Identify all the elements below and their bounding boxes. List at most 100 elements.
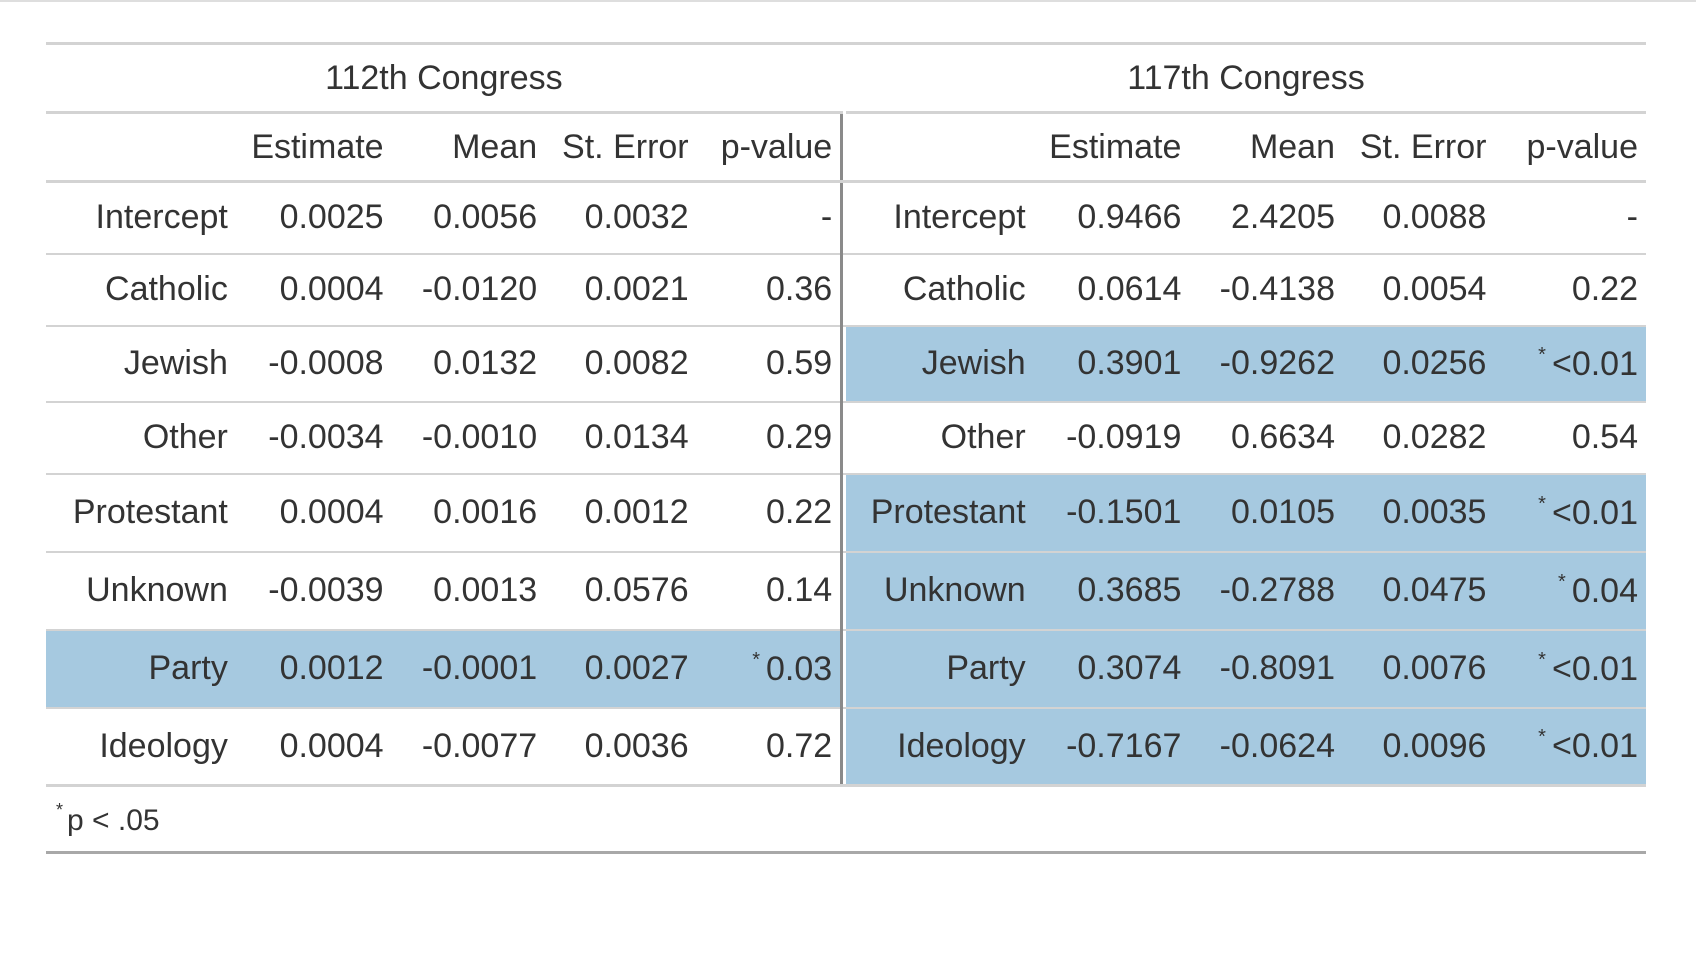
cell-estimate-112-value: 0.0025 (279, 198, 384, 237)
footnote-row: * p < .05 (46, 785, 1646, 854)
cell-mean-112-value: 0.0013 (433, 571, 538, 609)
row-label-117: Ideology (845, 707, 1034, 787)
row-label-112: Jewish (46, 325, 236, 403)
cell-gap (841, 473, 846, 553)
cell-se-117: 0.0282 (1343, 401, 1495, 475)
cell-se-117-value: 0.0282 (1382, 418, 1487, 456)
cell-mean-117: 2.4205 (1189, 181, 1343, 255)
cell-mean-112: -0.0010 (391, 401, 546, 475)
cell-estimate-112: 0.0004 (235, 253, 392, 327)
cell-estimate-117: -0.1501 (1033, 473, 1190, 553)
significance-star: * (1558, 570, 1566, 593)
cell-pvalue-112: 0.59 (696, 325, 844, 403)
col-header-estimate-117: Estimate (1033, 112, 1190, 183)
cell-pvalue-117-value: 0.54 (1571, 418, 1638, 456)
cell-estimate-112: 0.0025 (235, 181, 392, 255)
col-header-pvalue-112: p-value (696, 112, 844, 183)
cell-estimate-117: 0.9466 (1033, 181, 1190, 255)
cell-estimate-112-value: 0.0004 (279, 726, 384, 765)
cell-pvalue-117-value: <0.01 (1551, 649, 1638, 688)
spanner-112th: 112th Congress (46, 42, 842, 114)
cell-se-117: 0.0035 (1343, 473, 1495, 553)
cell-estimate-112: 0.0012 (235, 629, 392, 709)
cell-se-112: 0.0027 (545, 629, 697, 709)
footnote-star: * (56, 800, 64, 820)
cell-mean-112-value: -0.0010 (421, 418, 538, 456)
cell-mean-112-value: -0.0077 (421, 726, 538, 765)
cell-estimate-112-value: -0.0039 (268, 571, 384, 609)
table-row: Ideology 0.0004 -0.0077 0.0036 0.72 Ideology -… (46, 707, 1646, 787)
row-label-117-value: Other (940, 418, 1026, 456)
table-row: Unknown -0.0039 0.0013 0.0576 0.14 Unknown 0.3… (46, 551, 1646, 631)
row-label-112: Intercept (46, 181, 236, 255)
cell-se-117: 0.0088 (1343, 181, 1495, 255)
cell-pvalue-117: * 0.04 (1494, 551, 1646, 631)
row-label-112: Catholic (46, 253, 236, 327)
row-label-117-value: Intercept (893, 198, 1026, 237)
cell-mean-112: 0.0016 (391, 473, 546, 553)
row-label-117: Party (845, 629, 1034, 709)
table-row: Protestant 0.0004 0.0016 0.0012 0.22 Protesta… (46, 473, 1646, 553)
spanner-row: 112th Congress 117th Congress (46, 42, 1646, 114)
column-header-row: Estimate Mean St. Error p-value Estimate… (46, 112, 1646, 183)
cell-gap (841, 551, 846, 631)
cell-pvalue-117-value: 0.04 (1571, 571, 1638, 610)
cell-mean-117-value: -0.0624 (1219, 726, 1335, 765)
cell-mean-117-value: -0.4138 (1219, 270, 1335, 308)
significance-star: * (752, 648, 761, 671)
cell-se-112: 0.0032 (545, 181, 697, 255)
cell-estimate-117: -0.0919 (1033, 401, 1190, 475)
cell-se-112: 0.0082 (545, 325, 697, 403)
cell-se-117-value: 0.0475 (1382, 571, 1487, 609)
cell-estimate-117: 0.3685 (1033, 551, 1190, 631)
cell-pvalue-112: 0.22 (696, 473, 844, 553)
cell-mean-112: 0.0132 (391, 325, 546, 403)
cell-se-112: 0.0036 (545, 707, 697, 787)
cell-estimate-112-value: -0.0034 (268, 418, 384, 456)
significance-star: * (1538, 648, 1546, 671)
cell-se-117-value: 0.0096 (1382, 726, 1487, 765)
cell-mean-117: -0.2788 (1189, 551, 1343, 631)
row-label-117: Jewish (845, 325, 1034, 403)
cell-mean-117: -0.4138 (1189, 253, 1343, 327)
cell-pvalue-117-value: <0.01 (1551, 344, 1638, 383)
cell-mean-117: 0.6634 (1189, 401, 1343, 475)
cell-se-117-value: 0.0256 (1382, 344, 1487, 382)
stub-header-117 (845, 112, 1034, 183)
spanner-117th: 117th Congress (845, 42, 1646, 114)
col-header-estimate-112: Estimate (235, 112, 392, 183)
row-label-112-value: Ideology (99, 726, 228, 765)
row-label-117-value: Ideology (897, 726, 1026, 765)
cell-estimate-117: 0.3074 (1033, 629, 1190, 709)
row-label-117: Unknown (845, 551, 1034, 631)
cell-se-117: 0.0054 (1343, 253, 1495, 327)
cell-mean-112-value: 0.0056 (433, 198, 538, 237)
row-label-112-value: Jewish (123, 344, 228, 382)
cell-pvalue-112-value: 0.72 (766, 726, 833, 765)
cell-pvalue-117: * <0.01 (1494, 707, 1646, 787)
row-label-117-value: Party (946, 649, 1026, 687)
table-body: Intercept 0.0025 0.0056 0.0032 - Intercept 0.9… (46, 181, 1646, 787)
row-label-117: Catholic (845, 253, 1034, 327)
cell-mean-112-value: 0.0016 (433, 493, 538, 531)
cell-se-117-value: 0.0088 (1382, 198, 1487, 237)
cell-mean-117: 0.0105 (1189, 473, 1343, 553)
row-label-112: Unknown (46, 551, 236, 631)
cell-se-112: 0.0012 (545, 473, 697, 553)
regression-table-container: 112th Congress 117th Congress Estimate M… (46, 42, 1646, 854)
row-label-117: Protestant (845, 473, 1034, 553)
cell-pvalue-112-value: 0.22 (766, 493, 833, 531)
cell-se-112-value: 0.0576 (584, 571, 689, 609)
row-label-117-value: Jewish (921, 344, 1026, 382)
cell-pvalue-112-value: - (820, 198, 833, 237)
row-label-112-value: Party (148, 649, 228, 687)
cell-mean-117-value: 0.6634 (1231, 418, 1335, 456)
row-label-112-value: Catholic (105, 270, 228, 308)
cell-se-112: 0.0134 (545, 401, 697, 475)
row-label-112-value: Intercept (95, 198, 228, 237)
row-label-117-value: Protestant (870, 493, 1026, 531)
footnote: * p < .05 (46, 785, 1646, 854)
cell-se-112-value: 0.0082 (584, 344, 689, 382)
cell-estimate-112-value: 0.0004 (279, 493, 384, 531)
col-header-se-117: St. Error (1343, 112, 1495, 183)
